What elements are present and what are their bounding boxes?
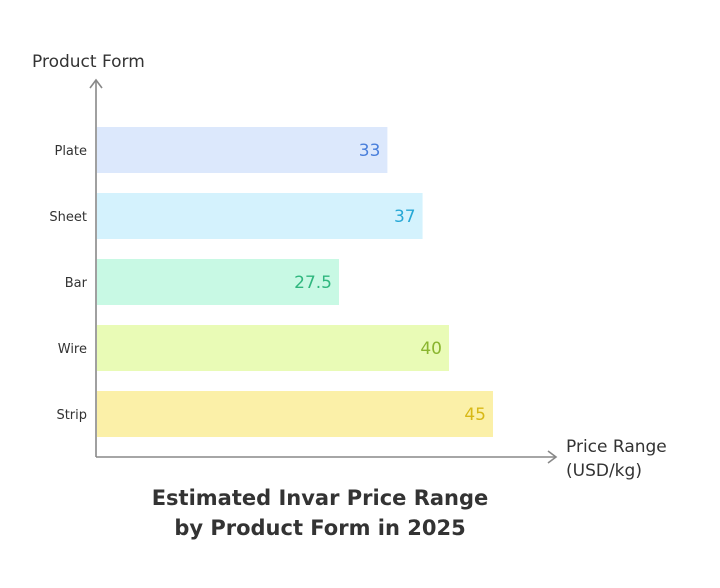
bar-sheet [97,193,423,239]
value-label-wire: 40 [420,339,442,359]
bars-group: 33 37 27.5 40 45 [97,127,493,437]
y-axis-arrow [89,78,103,89]
tick-label-strip: Strip [56,408,87,423]
x-axis-arrow [547,450,558,464]
value-label-bar: 27.5 [294,273,332,293]
value-label-sheet: 37 [394,207,416,227]
category-ticks: Plate Sheet Bar Wire Strip [49,144,87,423]
bar-strip [97,391,493,437]
tick-label-sheet: Sheet [49,210,87,225]
bar-bar [97,259,339,305]
chart-title-line-1: Estimated Invar Price Range [152,486,489,510]
chart-title-line-2: by Product Form in 2025 [174,516,465,540]
tick-label-wire: Wire [58,342,87,357]
bar-plate [97,127,388,173]
value-label-strip: 45 [464,405,486,425]
bar-wire [97,325,449,371]
value-label-plate: 33 [359,141,381,161]
tick-label-bar: Bar [65,276,88,291]
tick-label-plate: Plate [54,144,87,159]
x-axis-title-line-1: Price Range [566,437,667,457]
y-axis-title: Product Form [32,52,145,72]
x-axis-title-line-2: (USD/kg) [566,461,642,481]
